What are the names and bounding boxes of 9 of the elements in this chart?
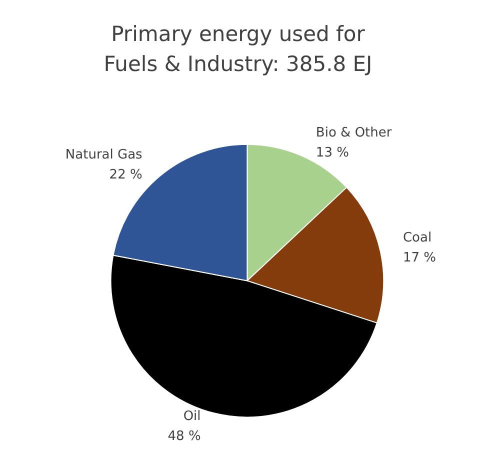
slice-label: Natural Gas <box>65 147 143 162</box>
data-label: 17 % <box>402 250 436 266</box>
chart-title: Primary energy used for Fuels & Industry: 385.8 EJ <box>104 22 372 76</box>
data-label: 22 % <box>109 167 142 182</box>
slice-label: Oil <box>183 408 201 424</box>
data-label: 48 % <box>168 428 201 444</box>
data-label: 13 % <box>316 145 349 160</box>
slice-label: Bio & Other <box>316 125 392 140</box>
slice-label: Coal <box>402 230 432 246</box>
